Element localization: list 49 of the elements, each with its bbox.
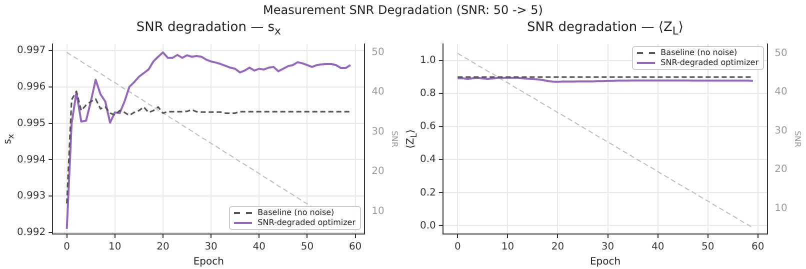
x-tick-label: 50	[300, 242, 314, 253]
x-tick-label: 0	[454, 242, 461, 253]
x-tick-label: 20	[156, 242, 170, 253]
y2-axis-title: SNR	[793, 130, 802, 148]
y2-tick-label: 30	[774, 125, 788, 136]
y2-axis-title: SNR	[390, 130, 400, 148]
chart-title: SNR degradation — s$_{x}$	[135, 20, 282, 38]
y2-tick-label: 40	[372, 86, 384, 98]
x-axis-title: Epoch	[590, 256, 621, 268]
legend-label: SNR-degraded optimizer	[660, 58, 759, 68]
x-tick-label: 0	[64, 242, 70, 253]
y2-tick-label: 10	[774, 203, 788, 214]
y-tick-label: 0.6	[420, 121, 436, 132]
y2-tick-label: 20	[372, 166, 384, 178]
x-tick-label: 10	[108, 242, 122, 253]
x-tick-label: 10	[501, 242, 514, 253]
y-tick-label: 0.0	[420, 220, 436, 232]
y-tick-label: 0.8	[420, 88, 436, 100]
x-tick-label: 40	[651, 242, 664, 253]
y-tick-label: 0.4	[420, 154, 436, 166]
y-tick-label: 0.995	[16, 118, 46, 129]
y-tick-label: 0.992	[16, 227, 46, 238]
text: Measurement SNR Degradation (SNR: 50 -> 5)	[262, 3, 544, 17]
x-tick-label: 50	[702, 242, 714, 253]
legend-label: Baseline (no noise)	[258, 208, 334, 218]
y-tick-label: 0.997	[16, 45, 46, 56]
y2-tick-label: 20	[774, 164, 788, 176]
line-series	[66, 90, 352, 204]
x-tick-label: 40	[252, 242, 266, 253]
y-tick-label: 1.0	[420, 55, 436, 66]
y-tick-label: 0.996	[16, 82, 46, 93]
legend-label: Baseline (no noise)	[660, 48, 738, 58]
line-series	[66, 52, 313, 208]
y2-tick-label: 50	[372, 46, 384, 58]
x-tick-label: 30	[601, 242, 614, 253]
y-tick-label: 0.2	[420, 187, 436, 198]
x-tick-label: 60	[348, 242, 362, 253]
x-tick-label: 30	[204, 242, 218, 253]
y2-tick-label: 40	[774, 86, 788, 98]
x-axis-title: Epoch	[193, 256, 224, 268]
chart-title: SNR degradation — ⟨Z$_{L}$⟩	[526, 20, 684, 38]
x-tick-label: 60	[752, 242, 764, 253]
y-tick-label: 0.994	[16, 154, 46, 166]
y2-tick-label: 10	[372, 206, 384, 217]
legend-label: SNR-degraded optimizer	[258, 218, 356, 228]
y2-tick-label: 50	[774, 48, 788, 59]
y2-tick-label: 30	[372, 126, 384, 138]
x-tick-label: 20	[551, 242, 564, 253]
y-tick-label: 0.993	[16, 190, 46, 202]
